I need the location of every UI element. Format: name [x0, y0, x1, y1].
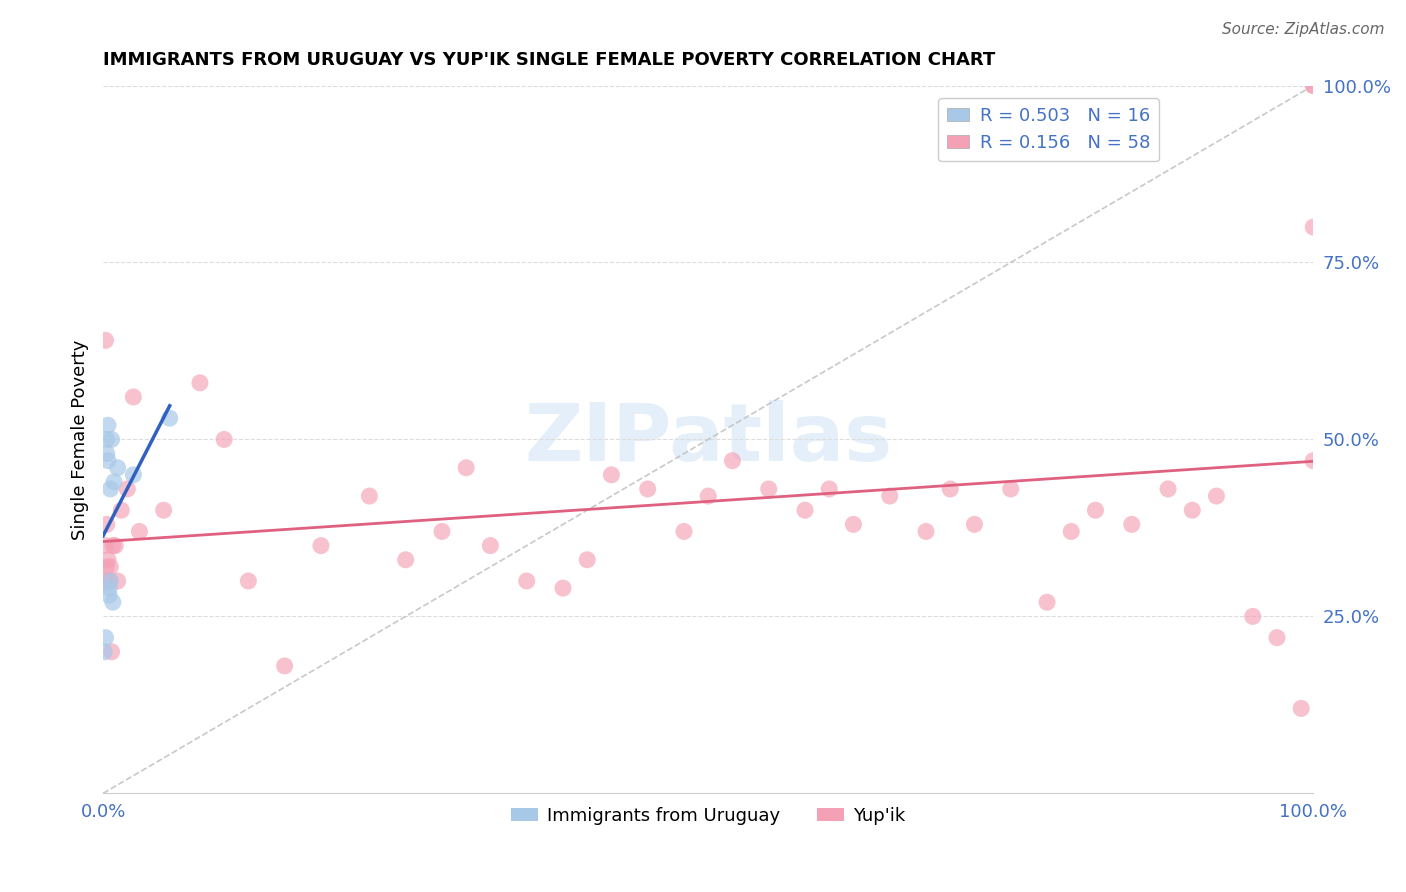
Point	[117, 482, 139, 496]
Point	[98, 588, 121, 602]
Text: ZIPatlas: ZIPatlas	[524, 401, 893, 478]
Y-axis label: Single Female Poverty: Single Female Poverty	[72, 339, 89, 540]
Point	[1302, 78, 1324, 93]
Point	[721, 453, 744, 467]
Point	[96, 559, 118, 574]
Point	[93, 645, 115, 659]
Point	[96, 447, 118, 461]
Point	[1060, 524, 1083, 539]
Point	[672, 524, 695, 539]
Point	[100, 574, 122, 588]
Point	[98, 574, 121, 588]
Point	[516, 574, 538, 588]
Point	[159, 411, 181, 425]
Point	[842, 517, 865, 532]
Point	[97, 418, 120, 433]
Point	[128, 524, 150, 539]
Point	[98, 581, 121, 595]
Point	[94, 631, 117, 645]
Point	[818, 482, 841, 496]
Point	[1157, 482, 1180, 496]
Point	[103, 475, 125, 489]
Point	[637, 482, 659, 496]
Point	[122, 467, 145, 482]
Point	[100, 645, 122, 659]
Point	[1036, 595, 1059, 609]
Point	[94, 334, 117, 348]
Point	[551, 581, 574, 595]
Point	[96, 517, 118, 532]
Point	[1241, 609, 1264, 624]
Point	[939, 482, 962, 496]
Legend: Immigrants from Uruguay, Yup'ik: Immigrants from Uruguay, Yup'ik	[502, 797, 914, 834]
Point	[152, 503, 174, 517]
Point	[93, 574, 115, 588]
Point	[1265, 631, 1288, 645]
Point	[1302, 453, 1324, 467]
Point	[1205, 489, 1227, 503]
Point	[1121, 517, 1143, 532]
Point	[1302, 78, 1324, 93]
Point	[1000, 482, 1022, 496]
Point	[430, 524, 453, 539]
Point	[100, 559, 122, 574]
Text: Source: ZipAtlas.com: Source: ZipAtlas.com	[1222, 22, 1385, 37]
Point	[479, 539, 502, 553]
Point	[456, 460, 478, 475]
Point	[794, 503, 817, 517]
Point	[97, 453, 120, 467]
Point	[212, 433, 235, 447]
Point	[101, 595, 124, 609]
Point	[188, 376, 211, 390]
Point	[107, 460, 129, 475]
Point	[101, 539, 124, 553]
Point	[122, 390, 145, 404]
Point	[273, 659, 295, 673]
Point	[915, 524, 938, 539]
Point	[600, 467, 623, 482]
Point	[697, 489, 720, 503]
Point	[1289, 701, 1312, 715]
Point	[238, 574, 260, 588]
Point	[110, 503, 132, 517]
Point	[963, 517, 986, 532]
Point	[97, 553, 120, 567]
Point	[758, 482, 780, 496]
Point	[104, 539, 127, 553]
Point	[1302, 220, 1324, 235]
Point	[96, 433, 118, 447]
Point	[107, 574, 129, 588]
Point	[395, 553, 418, 567]
Point	[576, 553, 599, 567]
Point	[100, 482, 122, 496]
Point	[94, 539, 117, 553]
Point	[359, 489, 381, 503]
Point	[1084, 503, 1107, 517]
Point	[879, 489, 901, 503]
Point	[309, 539, 332, 553]
Text: IMMIGRANTS FROM URUGUAY VS YUP'IK SINGLE FEMALE POVERTY CORRELATION CHART: IMMIGRANTS FROM URUGUAY VS YUP'IK SINGLE…	[103, 51, 995, 69]
Point	[1181, 503, 1204, 517]
Point	[100, 433, 122, 447]
